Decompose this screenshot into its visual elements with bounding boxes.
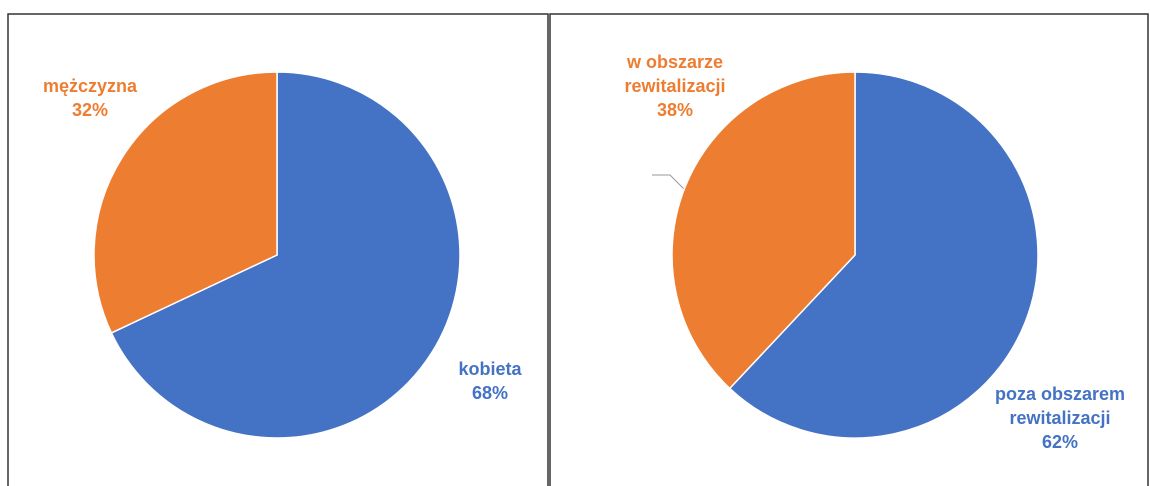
label-category: kobieta (458, 359, 522, 379)
data-label: w obszarze rewitalizacji 38% (590, 50, 760, 122)
data-label: mężczyzna 32% (20, 74, 160, 122)
panel-right (549, 13, 1149, 486)
pie-slice (728, 71, 1039, 439)
label-percent: 32% (71, 100, 109, 120)
label-percent: 68% (471, 383, 509, 403)
data-label: kobieta 68% (430, 357, 550, 405)
label-percent: 38% (656, 100, 694, 120)
data-label: poza obszarem rewitalizacji 62% (970, 382, 1150, 454)
pie-slice (671, 71, 856, 390)
leader-line (652, 174, 687, 192)
panel-left (7, 13, 549, 486)
pie-slice (93, 71, 278, 334)
label-category: mężczyzna (42, 76, 138, 96)
label-percent: 62% (1041, 432, 1079, 452)
label-category: w obszarze rewitalizacji (624, 52, 726, 96)
label-category: poza obszarem rewitalizacji (994, 384, 1126, 428)
pie-slice (110, 71, 461, 439)
